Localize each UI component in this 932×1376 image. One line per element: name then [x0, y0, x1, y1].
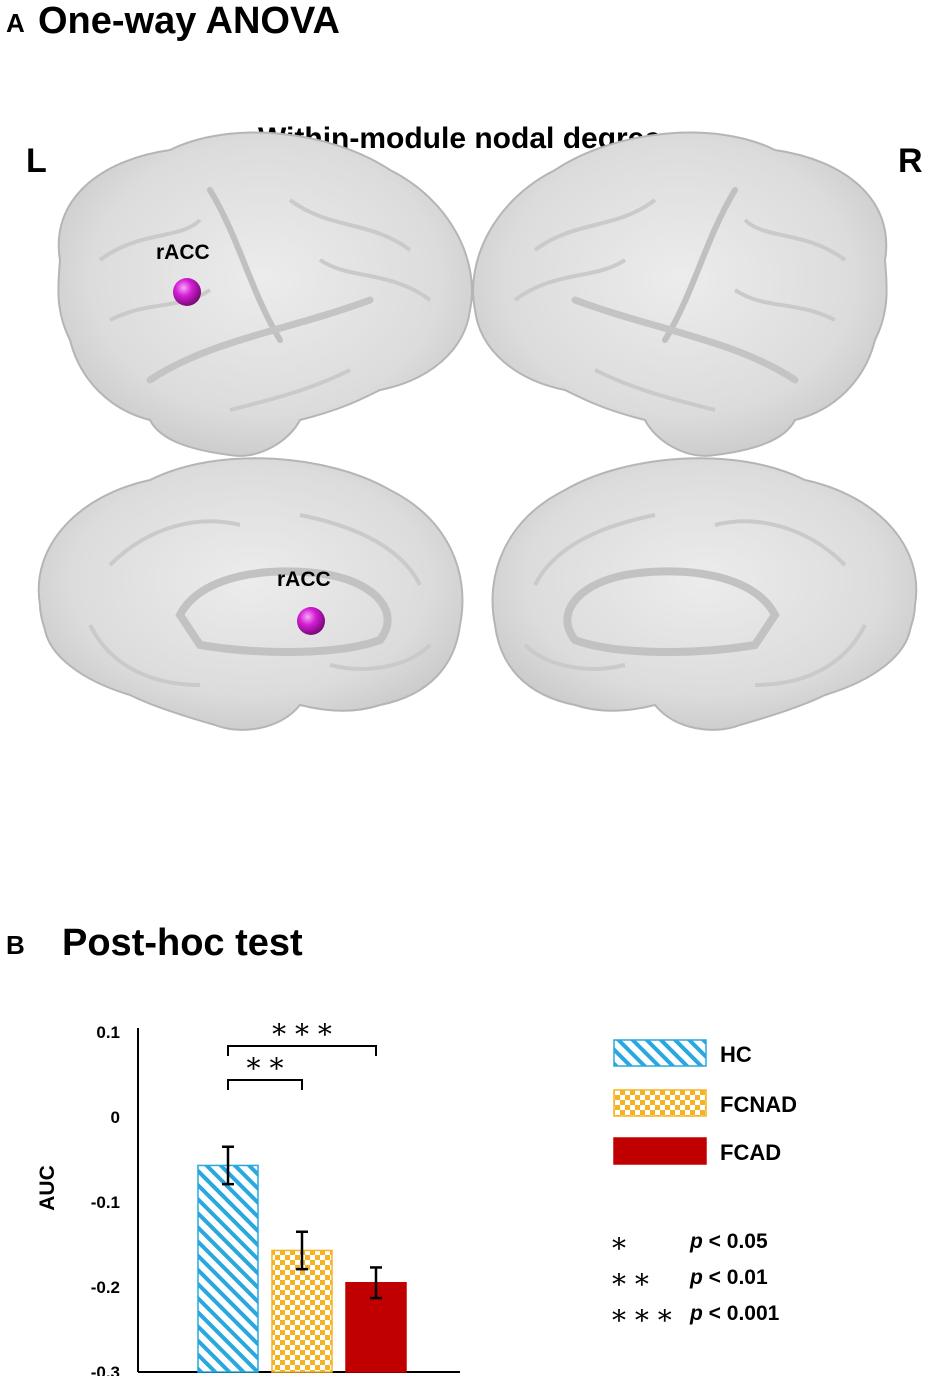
y-axis-label: AUC	[36, 1165, 59, 1211]
sig-key-symbol: * *	[612, 1268, 649, 1301]
brain-renders: rACC rACC	[0, 0, 932, 870]
y-tick-label: -0.2	[91, 1278, 120, 1297]
sig-key-text: p < 0.05	[689, 1230, 768, 1253]
racc-label-medial: rACC	[277, 568, 331, 591]
bar-fcnad	[271, 1249, 333, 1373]
sig-key-symbol: * * *	[612, 1304, 672, 1337]
y-tick-label: 0	[111, 1108, 120, 1127]
legend-label-hc: HC	[720, 1042, 752, 1067]
significance-bracket	[227, 1045, 377, 1056]
sig-key-symbol: *	[612, 1232, 626, 1265]
y-tick-label: -0.1	[91, 1193, 120, 1212]
bar-hc	[197, 1164, 259, 1373]
sig-key-text: p < 0.01	[689, 1266, 768, 1289]
racc-label-lateral: rACC	[156, 241, 210, 264]
y-tick-label: -0.3	[91, 1363, 120, 1376]
y-tick-label: 0.1	[96, 1023, 120, 1042]
panel-a-title: One-way ANOVA	[38, 0, 340, 42]
legend-swatch-fcnad	[613, 1089, 707, 1117]
legend-swatch-fcad	[613, 1137, 707, 1165]
racc-node-medial	[297, 607, 325, 635]
significance-bracket	[227, 1079, 303, 1090]
panel-b-letter: B	[6, 930, 25, 960]
significance-stars: * * *	[272, 1018, 332, 1051]
panel-a-letter: A	[6, 8, 25, 38]
legend-label-fcad: FCAD	[720, 1140, 781, 1165]
sig-key-text: p < 0.001	[689, 1302, 780, 1325]
legend-swatch-hc	[613, 1039, 707, 1067]
panel-b-title: Post-hoc test	[62, 922, 303, 964]
right-hemisphere-label: R	[898, 142, 923, 180]
racc-node-lateral	[173, 278, 201, 306]
significance-stars: * *	[247, 1052, 284, 1085]
left-hemisphere-label: L	[26, 142, 47, 180]
legend-label-fcnad: FCNAD	[720, 1092, 797, 1117]
